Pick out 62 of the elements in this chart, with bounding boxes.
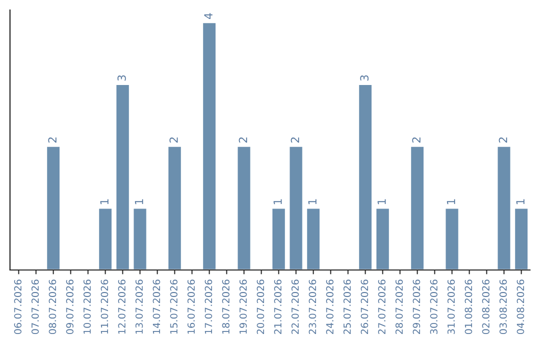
bar — [496, 145, 512, 270]
bar — [167, 145, 182, 270]
x-tick-label: 22.07.2026 — [291, 280, 299, 334]
bar — [202, 22, 217, 270]
bar — [375, 207, 390, 270]
data-label: 2 — [238, 137, 248, 143]
x-tick-label: 25.07.2026 — [343, 280, 351, 334]
data-label: 1 — [446, 199, 456, 204]
bar — [115, 84, 130, 270]
x-tick-label: 18.07.2026 — [222, 280, 230, 334]
bar — [98, 207, 113, 270]
x-tick-label: 01.08.2026 — [464, 280, 472, 334]
data-label: 2 — [48, 137, 56, 143]
data-label: 3 — [117, 75, 126, 81]
x-tick-label: 13.07.2026 — [135, 280, 143, 334]
data-label: 1 — [516, 199, 524, 204]
data-label: 2 — [498, 137, 508, 143]
x-tick-label: 06.07.2026 — [14, 280, 22, 334]
x-tick-label: 08.07.2026 — [48, 280, 56, 334]
x-tick-label: 09.07.2026 — [66, 280, 74, 334]
x-tick-label: 11.07.2026 — [100, 280, 108, 334]
data-label: 1 — [100, 199, 108, 204]
data-label: 4 — [204, 13, 212, 20]
bar — [236, 145, 252, 270]
data-label: 1 — [134, 199, 144, 204]
bar — [410, 145, 425, 270]
bar — [46, 145, 61, 270]
x-tick-label: 03.08.2026 — [499, 280, 507, 334]
x-tick-label: 07.07.2026 — [31, 280, 39, 334]
bar — [358, 84, 373, 270]
bar — [288, 145, 304, 270]
bar — [514, 207, 529, 270]
bar — [271, 207, 286, 270]
x-tick-label: 12.07.2026 — [118, 280, 126, 334]
data-label: 3 — [360, 75, 369, 81]
bar — [306, 207, 321, 270]
x-tick-label: 24.07.2026 — [326, 280, 334, 334]
x-tick-label: 21.07.2026 — [274, 280, 282, 334]
x-tick-label: 31.07.2026 — [447, 280, 455, 334]
x-tick-label: 17.07.2026 — [204, 280, 212, 334]
x-tick-label: 26.07.2026 — [360, 280, 368, 334]
data-label: 1 — [378, 199, 386, 204]
x-tick-label: 04.08.2026 — [516, 280, 524, 334]
x-tick-label: 15.07.2026 — [170, 280, 178, 334]
x-tick-label: 02.08.2026 — [482, 280, 490, 334]
bar — [132, 207, 148, 270]
x-tick-label: 19.07.2026 — [239, 280, 247, 334]
x-tick-label: 29.07.2026 — [412, 280, 420, 334]
x-tick-label: 16.07.2026 — [187, 280, 195, 334]
x-tick-label: 27.07.2026 — [378, 280, 386, 334]
data-label: 2 — [169, 137, 178, 143]
x-tick-label: 20.07.2026 — [256, 280, 264, 334]
data-label: 1 — [274, 199, 282, 204]
x-tick-label: 28.07.2026 — [395, 280, 403, 334]
bar — [444, 207, 460, 270]
x-tick-label: 10.07.2026 — [83, 280, 91, 334]
data-label: 2 — [290, 137, 300, 143]
x-tick-label: 14.07.2026 — [152, 280, 160, 334]
x-tick-label: 30.07.2026 — [430, 280, 438, 334]
x-tick-label: 23.07.2026 — [308, 280, 316, 334]
data-label: 1 — [308, 199, 316, 204]
data-label: 2 — [412, 137, 420, 143]
